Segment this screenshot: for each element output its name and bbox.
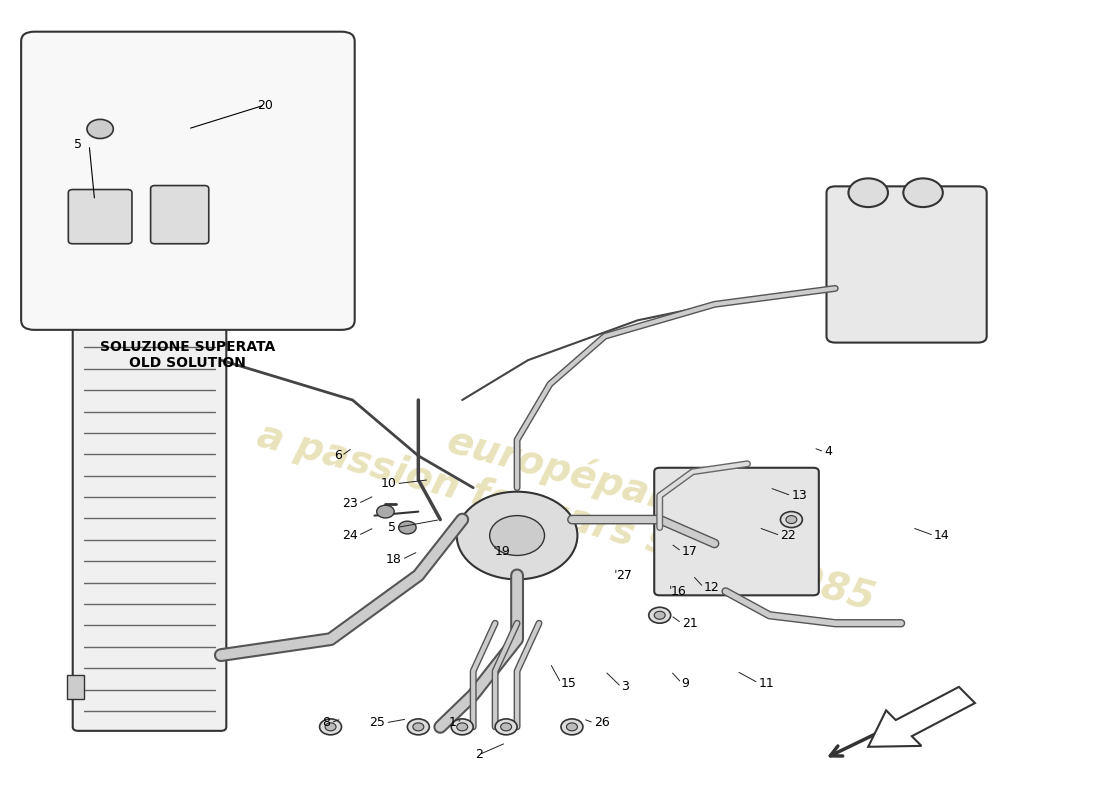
Circle shape [561, 719, 583, 735]
Text: 10: 10 [381, 478, 396, 490]
Text: 20: 20 [256, 98, 273, 111]
Text: européparts
a passion for cars since 1985: européparts a passion for cars since 198… [253, 373, 891, 618]
Bar [67, 675, 84, 699]
Bar [67, 253, 84, 277]
FancyBboxPatch shape [151, 186, 209, 244]
Circle shape [456, 723, 468, 731]
Circle shape [376, 506, 394, 518]
Text: 18: 18 [386, 553, 402, 566]
FancyBboxPatch shape [654, 468, 818, 595]
Circle shape [566, 723, 578, 731]
Circle shape [490, 515, 544, 555]
Circle shape [495, 719, 517, 735]
Circle shape [326, 723, 336, 731]
Circle shape [451, 719, 473, 735]
Text: 15: 15 [561, 677, 576, 690]
Text: 8: 8 [322, 716, 331, 730]
Text: 4: 4 [824, 446, 833, 458]
Circle shape [412, 723, 424, 731]
Text: 5: 5 [74, 138, 82, 151]
FancyBboxPatch shape [73, 221, 227, 731]
Circle shape [456, 492, 578, 579]
Text: 13: 13 [791, 489, 807, 502]
Text: 25: 25 [370, 716, 385, 730]
Text: 19: 19 [495, 545, 510, 558]
Circle shape [649, 607, 671, 623]
Circle shape [785, 515, 796, 523]
Text: 3: 3 [621, 681, 629, 694]
Text: 5: 5 [388, 521, 396, 534]
Text: 14: 14 [934, 529, 949, 542]
Text: 1: 1 [449, 716, 456, 730]
Text: SOLUZIONE SUPERATA
OLD SOLUTION: SOLUZIONE SUPERATA OLD SOLUTION [100, 340, 275, 370]
Text: 6: 6 [333, 450, 341, 462]
Text: 12: 12 [704, 581, 719, 594]
Circle shape [780, 512, 802, 527]
Circle shape [407, 719, 429, 735]
Text: 2: 2 [475, 748, 483, 762]
Text: 22: 22 [780, 529, 796, 542]
Text: 11: 11 [759, 677, 774, 690]
Circle shape [398, 521, 416, 534]
Text: 21: 21 [682, 617, 697, 630]
Circle shape [320, 719, 341, 735]
Text: 26: 26 [594, 716, 609, 730]
Text: 23: 23 [342, 497, 358, 510]
Text: 27: 27 [616, 569, 631, 582]
Circle shape [903, 178, 943, 207]
FancyBboxPatch shape [826, 186, 987, 342]
Circle shape [848, 178, 888, 207]
Circle shape [654, 611, 666, 619]
Circle shape [500, 723, 512, 731]
FancyArrow shape [868, 687, 975, 746]
Circle shape [87, 119, 113, 138]
Text: 9: 9 [682, 677, 690, 690]
FancyBboxPatch shape [21, 32, 354, 330]
Text: 24: 24 [342, 529, 358, 542]
Text: 17: 17 [682, 545, 697, 558]
FancyBboxPatch shape [68, 190, 132, 244]
Text: 16: 16 [671, 585, 686, 598]
